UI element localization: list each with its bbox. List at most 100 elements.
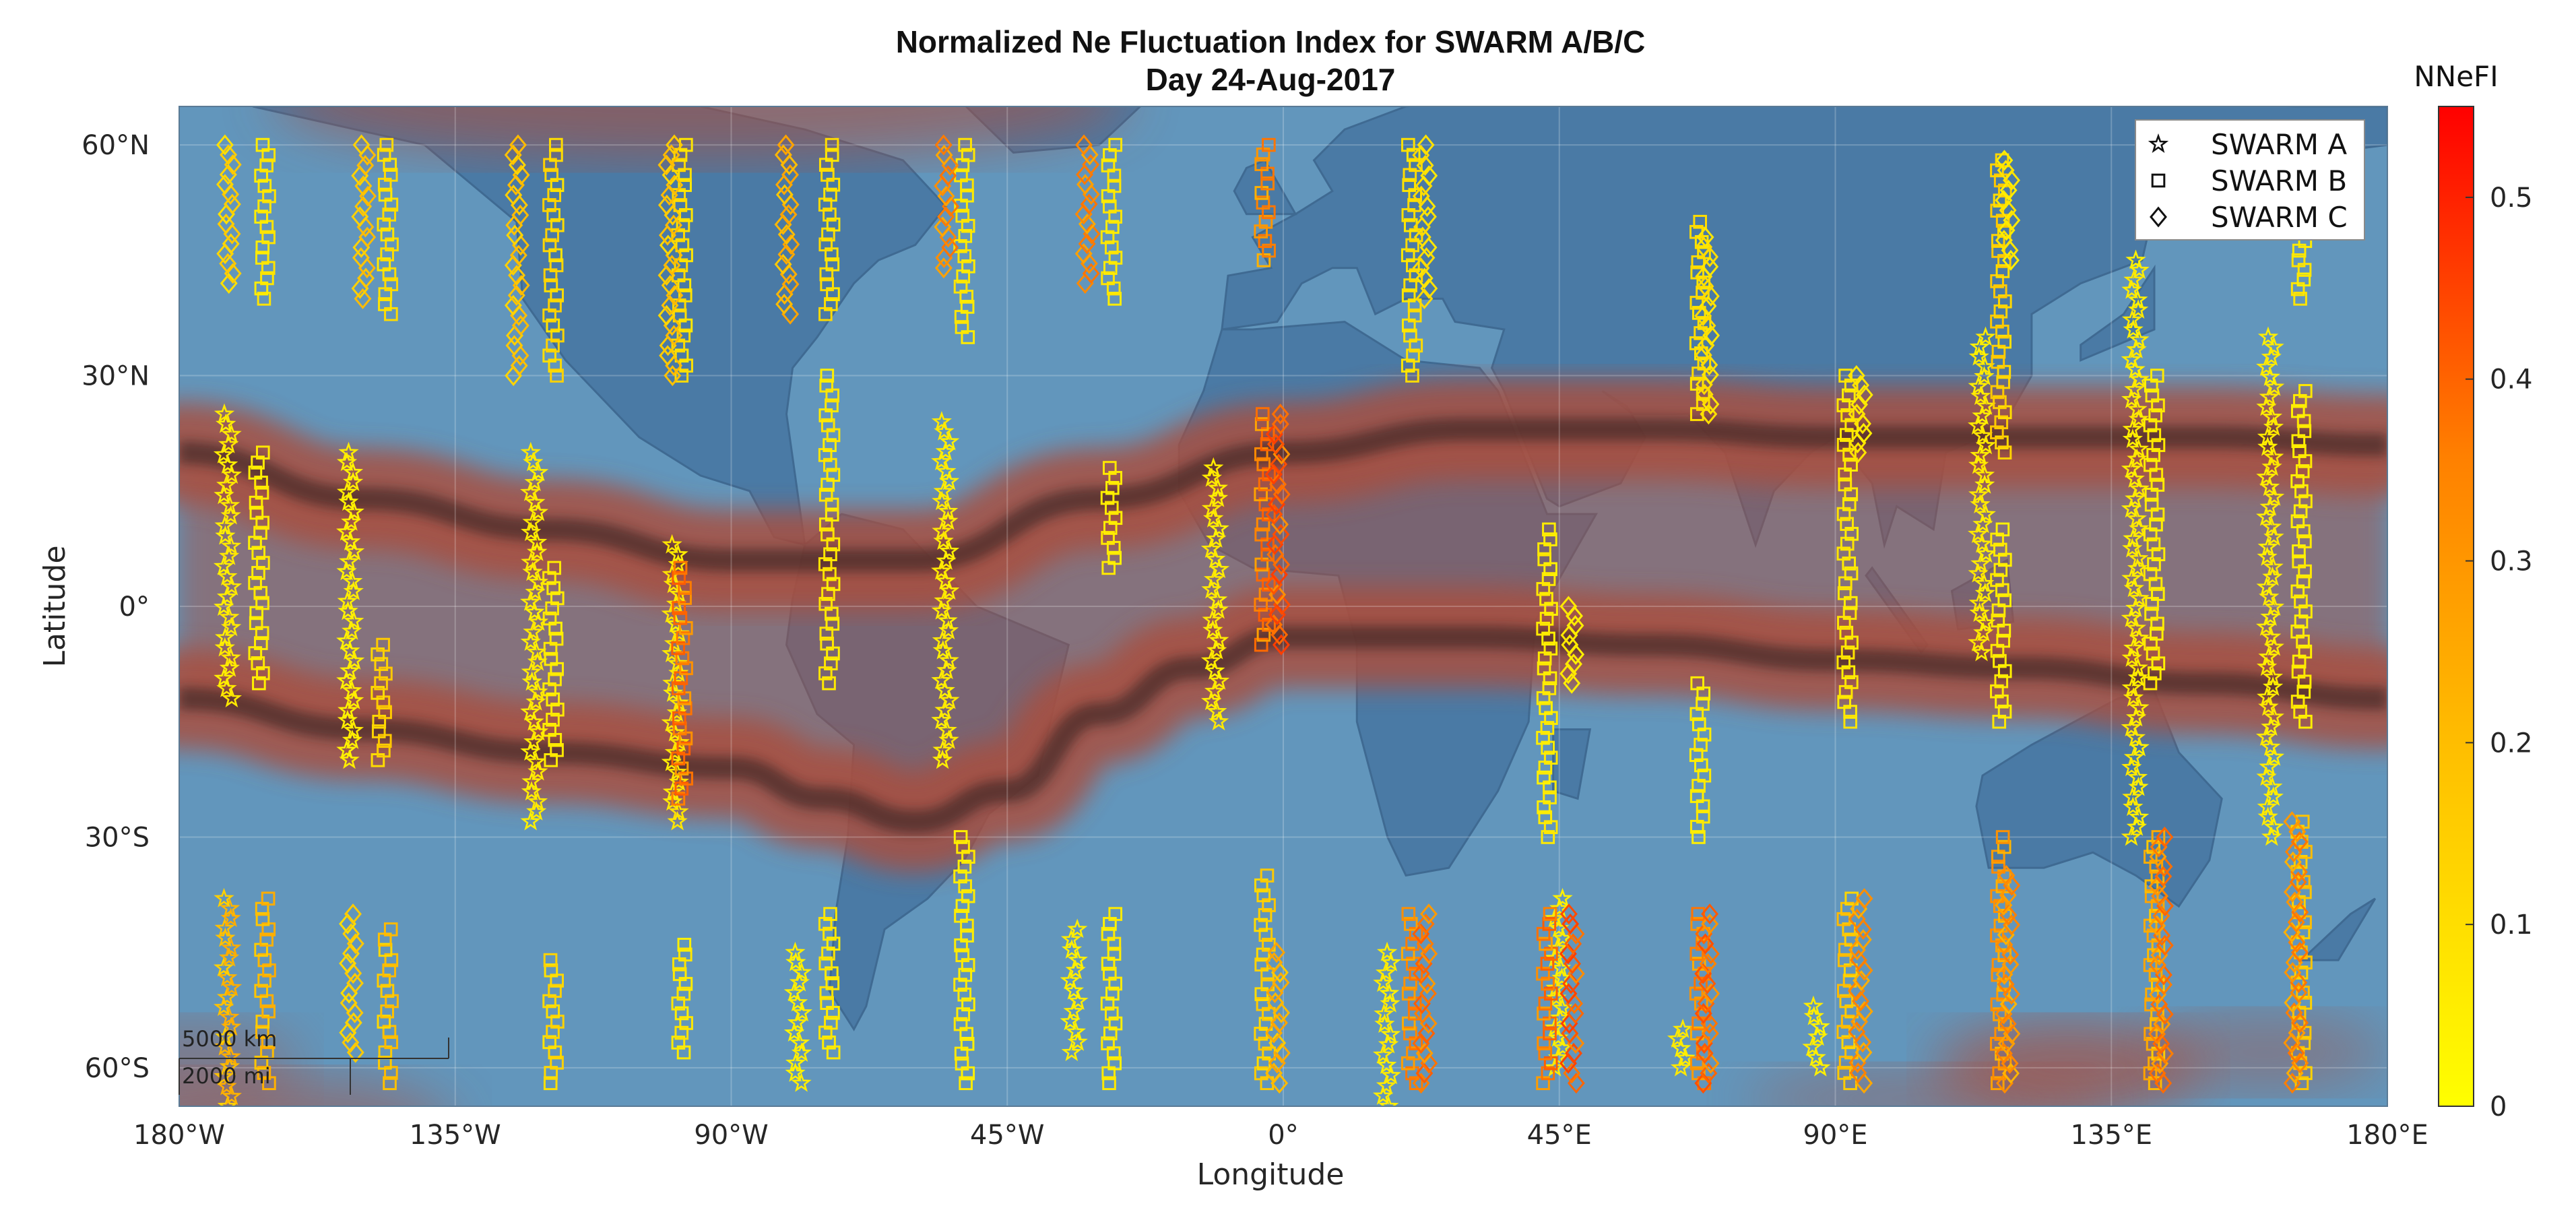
data-point [2122,786,2143,806]
data-point [1376,941,1398,961]
data-point [1104,501,1119,515]
data-point [1413,1002,1431,1024]
data-point [1200,538,1222,559]
data-point [2121,567,2142,587]
data-point [1539,701,1553,715]
data-point [346,972,364,994]
data-point [509,245,527,266]
data-point [2289,871,2307,893]
data-point [671,1036,686,1050]
data-point [257,1066,271,1080]
data-point [1207,477,1228,497]
data-point [1998,294,2012,309]
data-point [2126,339,2147,358]
data-point [2298,494,2313,509]
data-point [1695,236,1713,258]
data-point [676,741,691,756]
data-point [791,961,812,982]
data-point [1545,977,1566,997]
data-point [251,656,265,670]
data-point [1417,247,1436,269]
data-point [1206,701,1227,721]
data-point [335,521,357,541]
data-point [1993,304,2008,319]
data-point [1209,629,1229,649]
data-point [220,647,241,667]
data-point [1201,691,1222,711]
data-point [1997,445,2012,459]
data-point [2298,604,2313,618]
data-point [336,739,357,759]
data-point [213,957,234,977]
data-point [674,369,689,383]
data-point [961,997,975,1012]
data-point [213,555,234,575]
data-point [219,1006,240,1026]
data-point [527,461,549,482]
data-point [931,451,952,470]
data-point [2261,406,2283,426]
data-point [352,134,371,156]
data-point [344,610,364,631]
data-point [666,702,687,722]
data-point [255,251,269,265]
data-point [1995,522,2010,537]
data-point [1268,942,1285,963]
data-point [1696,1042,1714,1064]
data-point [2151,1052,2169,1075]
data-point [1258,214,1273,229]
data-point [338,441,359,461]
data-point [1543,907,1557,921]
legend-marker-diamond [2150,206,2167,228]
data-point [1667,1028,1688,1048]
y-tick-label: 30°N [82,361,150,392]
data-point [1256,407,1270,421]
data-point [1262,507,1276,521]
data-point [1254,598,1268,612]
data-point [344,501,364,521]
data-point [1997,864,2016,887]
data-point [1065,959,1086,980]
x-tick-label: 135°E [2070,1120,2152,1151]
data-point [356,154,375,177]
data-point [1204,660,1225,680]
x-tick-label: 45°W [970,1120,1044,1151]
data-point [1537,770,1551,785]
data-point [549,148,563,162]
data-point [2255,726,2277,746]
data-point [783,982,805,1002]
data-point [1689,377,1704,391]
data-point [678,947,693,962]
data-point [1536,1076,1550,1091]
data-point [1968,523,1989,543]
high-latitude-patches [179,106,2387,1106]
data-point [2123,269,2144,289]
legend-label: SWARM A [2211,128,2347,161]
data-point [2149,954,2166,976]
data-point [818,916,833,931]
data-point [262,963,276,978]
data-point [261,230,276,245]
data-point [2262,666,2284,686]
data-point [550,1015,565,1029]
data-point [825,148,839,162]
data-point [1696,226,1714,248]
satellite-data-points [213,134,2313,1106]
data-point [257,953,272,967]
data-point [546,1025,560,1039]
data-point [520,591,541,611]
data-point [1543,986,1558,1001]
data-point [550,1056,564,1070]
data-point [1997,334,2012,349]
data-point [1060,969,1081,990]
data-point [2143,1066,2158,1081]
data-point [214,515,235,535]
data-point [2259,386,2280,406]
data-point [1670,1056,1692,1077]
data-point [2125,358,2146,379]
data-point [2257,536,2278,556]
data-point [527,791,548,810]
data-point [2151,587,2165,601]
data-point [1971,641,1992,662]
data-point [1403,917,1418,931]
